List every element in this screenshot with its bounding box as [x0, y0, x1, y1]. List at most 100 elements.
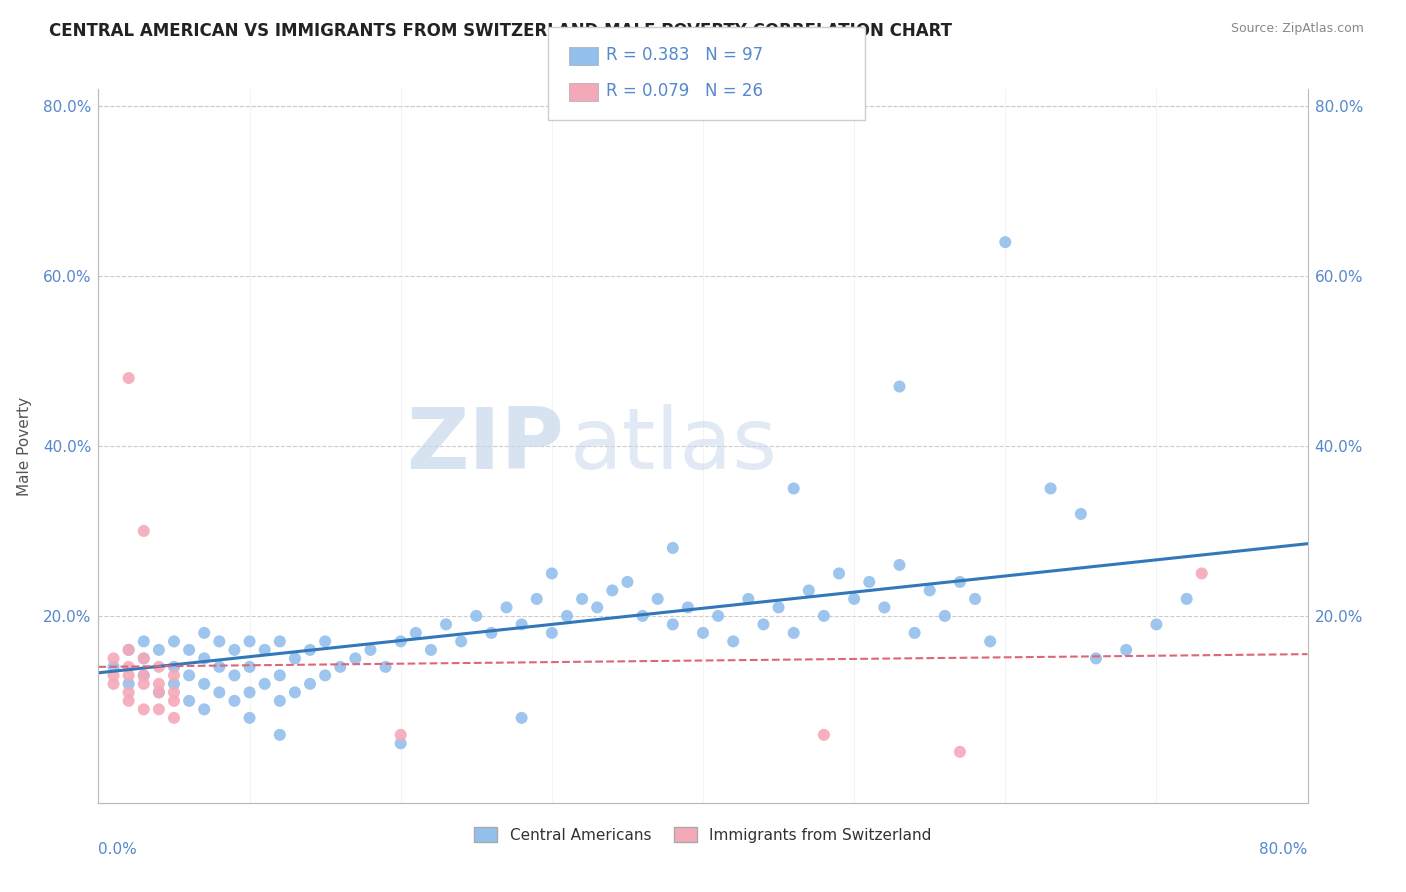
Point [299, 643, 322, 657]
Point [1175, 591, 1198, 606]
Point [118, 668, 141, 682]
Point [889, 558, 911, 572]
Point [1039, 482, 1062, 496]
Point [224, 643, 246, 657]
Point [132, 651, 155, 665]
Point [193, 651, 215, 665]
Point [707, 608, 730, 623]
Y-axis label: Male Poverty: Male Poverty [17, 396, 32, 496]
Text: R = 0.383   N = 97: R = 0.383 N = 97 [606, 46, 763, 64]
Point [1144, 617, 1167, 632]
Point [783, 482, 806, 496]
Point [889, 379, 911, 393]
Point [118, 643, 141, 657]
Point [148, 643, 170, 657]
Point [571, 591, 593, 606]
Point [434, 617, 457, 632]
Point [602, 583, 624, 598]
Point [163, 685, 186, 699]
Point [163, 668, 186, 682]
Point [103, 660, 125, 674]
Point [118, 677, 141, 691]
Point [224, 668, 246, 682]
Point [148, 702, 170, 716]
Point [389, 728, 412, 742]
Point [1070, 507, 1092, 521]
Point [193, 677, 215, 691]
Point [918, 583, 941, 598]
Point [118, 371, 141, 385]
Point [269, 634, 291, 648]
Point [510, 617, 533, 632]
Point [269, 668, 291, 682]
Point [465, 608, 488, 623]
Point [994, 235, 1017, 249]
Point [179, 643, 201, 657]
Point [813, 608, 835, 623]
Point [163, 634, 186, 648]
Point [692, 626, 714, 640]
Point [269, 694, 291, 708]
Point [631, 608, 654, 623]
Point [389, 634, 412, 648]
Point [253, 643, 276, 657]
Point [858, 574, 880, 589]
Point [118, 694, 141, 708]
Point [239, 660, 262, 674]
Point [239, 711, 262, 725]
Point [132, 651, 155, 665]
Point [208, 660, 231, 674]
Point [965, 591, 987, 606]
Point [239, 634, 262, 648]
Text: ZIP: ZIP [406, 404, 564, 488]
Point [163, 694, 186, 708]
Point [1115, 643, 1137, 657]
Point [118, 660, 141, 674]
Point [239, 685, 262, 699]
Point [783, 626, 806, 640]
Point [844, 591, 866, 606]
Point [661, 617, 683, 632]
Point [132, 702, 155, 716]
Text: 80.0%: 80.0% [1260, 842, 1308, 857]
Point [949, 745, 972, 759]
Point [148, 685, 170, 699]
Point [132, 677, 155, 691]
Point [224, 694, 246, 708]
Point [540, 626, 562, 640]
Legend: Central Americans, Immigrants from Switzerland: Central Americans, Immigrants from Switz… [468, 821, 938, 848]
Point [118, 643, 141, 657]
Text: atlas: atlas [569, 404, 778, 488]
Point [1191, 566, 1213, 581]
Point [495, 600, 517, 615]
Point [374, 660, 396, 674]
Point [179, 668, 201, 682]
Point [269, 728, 291, 742]
Point [208, 634, 231, 648]
Text: Source: ZipAtlas.com: Source: ZipAtlas.com [1230, 22, 1364, 36]
Point [148, 677, 170, 691]
Point [768, 600, 790, 615]
Point [132, 668, 155, 682]
Point [526, 591, 548, 606]
Text: 0.0%: 0.0% [98, 842, 138, 857]
Point [661, 541, 683, 555]
Text: R = 0.079   N = 26: R = 0.079 N = 26 [606, 82, 763, 100]
Point [873, 600, 896, 615]
Point [193, 626, 215, 640]
Point [360, 643, 382, 657]
Point [1085, 651, 1108, 665]
Point [389, 736, 412, 750]
Point [253, 677, 276, 691]
Point [540, 566, 562, 581]
Point [344, 651, 367, 665]
Point [813, 728, 835, 742]
Point [179, 694, 201, 708]
Point [420, 643, 443, 657]
Point [616, 574, 638, 589]
Point [676, 600, 699, 615]
Point [132, 634, 155, 648]
Point [481, 626, 503, 640]
Point [979, 634, 1001, 648]
Point [797, 583, 820, 598]
